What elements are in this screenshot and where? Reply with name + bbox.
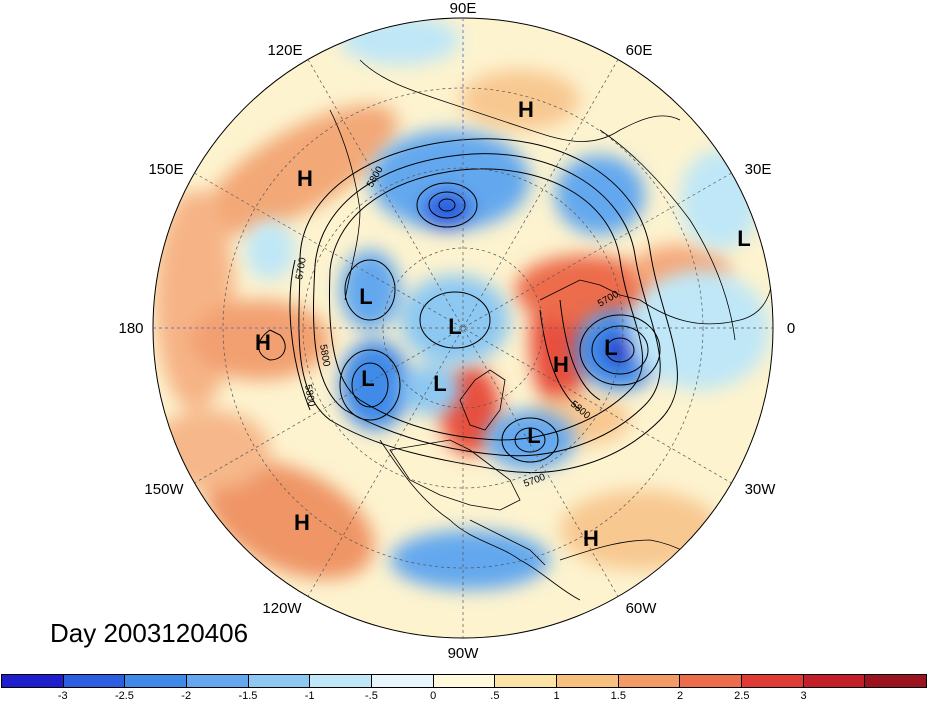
lon-label-120w: 120W — [262, 600, 302, 617]
lon-label-90w: 90W — [448, 645, 480, 662]
high-center-marker: H — [553, 352, 569, 377]
low-center-marker: L — [737, 226, 750, 251]
colorbar-tick-label: .5 — [490, 690, 500, 702]
colorbar-tick-label: 2 — [677, 690, 684, 702]
lon-label-150w: 150W — [144, 481, 184, 498]
contour-label: 5800 — [302, 384, 317, 408]
colorbar-swatch — [803, 675, 866, 687]
colorbar-swatch — [680, 675, 743, 687]
lon-label-180: 180 — [118, 320, 143, 337]
low-center-marker: L — [359, 284, 372, 309]
colorbar-tick-label: -2 — [181, 690, 192, 702]
colorbar-swatches — [1, 674, 927, 688]
anomaly-shading — [153, 18, 773, 638]
colorbar-swatch — [2, 675, 64, 687]
colorbar-tick-label: 1 — [553, 690, 560, 702]
colorbar-tick-label: -.5 — [364, 690, 378, 702]
height-contours — [258, 138, 678, 473]
lon-label-0: 0 — [787, 320, 795, 337]
lon-label-30w: 30W — [745, 481, 777, 498]
lon-label-60e: 60E — [626, 42, 653, 59]
colorbar-tick-label: 0 — [430, 690, 437, 702]
colorbar-tick-label: -3 — [57, 690, 68, 702]
longitude-labels: 90E 60E 30E 0 30W 60W 90W 120W 150W 180 … — [118, 0, 795, 662]
colorbar-tick-label: 3 — [800, 690, 807, 702]
colorbar-tick-label: -2.5 — [114, 690, 134, 702]
low-center-marker: L — [527, 423, 540, 448]
lon-label-120e: 120E — [267, 42, 302, 59]
high-center-marker: H — [583, 526, 599, 551]
colorbar-swatch — [125, 675, 188, 687]
lon-label-90e: 90E — [450, 0, 477, 17]
colorbar-tick-label: -1.5 — [238, 690, 258, 702]
colorbar-swatch — [310, 675, 373, 687]
colorbar: -3 -2.5 -2 -1.5 -1 -.5 0 .5 1 1.5 2 2.5 3 — [0, 674, 928, 702]
colorbar-swatch — [557, 675, 619, 687]
contour-label: 5700 — [294, 256, 309, 280]
low-center-marker: L — [448, 314, 461, 339]
colorbar-tick-label: 2.5 — [734, 690, 750, 702]
colorbar-swatch — [187, 675, 249, 687]
low-center-marker: L — [361, 366, 374, 391]
coastlines — [329, 59, 773, 601]
colorbar-tick-label: 1.5 — [610, 690, 626, 702]
lon-label-60w: 60W — [626, 600, 658, 617]
pressure-centers: H H H H H H L L L L L L L — [255, 97, 751, 551]
day-label: Day 2003120406 — [50, 618, 249, 648]
equator-blue-lines — [153, 18, 464, 329]
polar-map: 90E 60E 30E 0 30W 60W 90W 120W 150W 180 … — [118, 0, 795, 662]
colorbar-swatch — [742, 675, 804, 687]
high-center-marker: H — [294, 510, 310, 535]
high-center-marker: H — [255, 330, 271, 355]
colorbar-swatch — [372, 675, 434, 687]
colorbar-swatch — [865, 675, 927, 687]
colorbar-swatch — [495, 675, 558, 687]
low-center-marker: L — [433, 371, 446, 396]
colorbar-swatch — [63, 675, 126, 687]
colorbar-swatch — [248, 675, 311, 687]
lon-label-30e: 30E — [745, 161, 772, 178]
colorbar-swatch — [618, 675, 681, 687]
high-center-marker: H — [297, 166, 313, 191]
colorbar-swatch — [433, 675, 496, 687]
contour-label: 5800 — [317, 344, 332, 368]
lon-label-150e: 150E — [148, 161, 183, 178]
high-center-marker: H — [518, 97, 534, 122]
low-center-marker: L — [604, 335, 617, 360]
colorbar-tick-label: -1 — [304, 690, 315, 702]
